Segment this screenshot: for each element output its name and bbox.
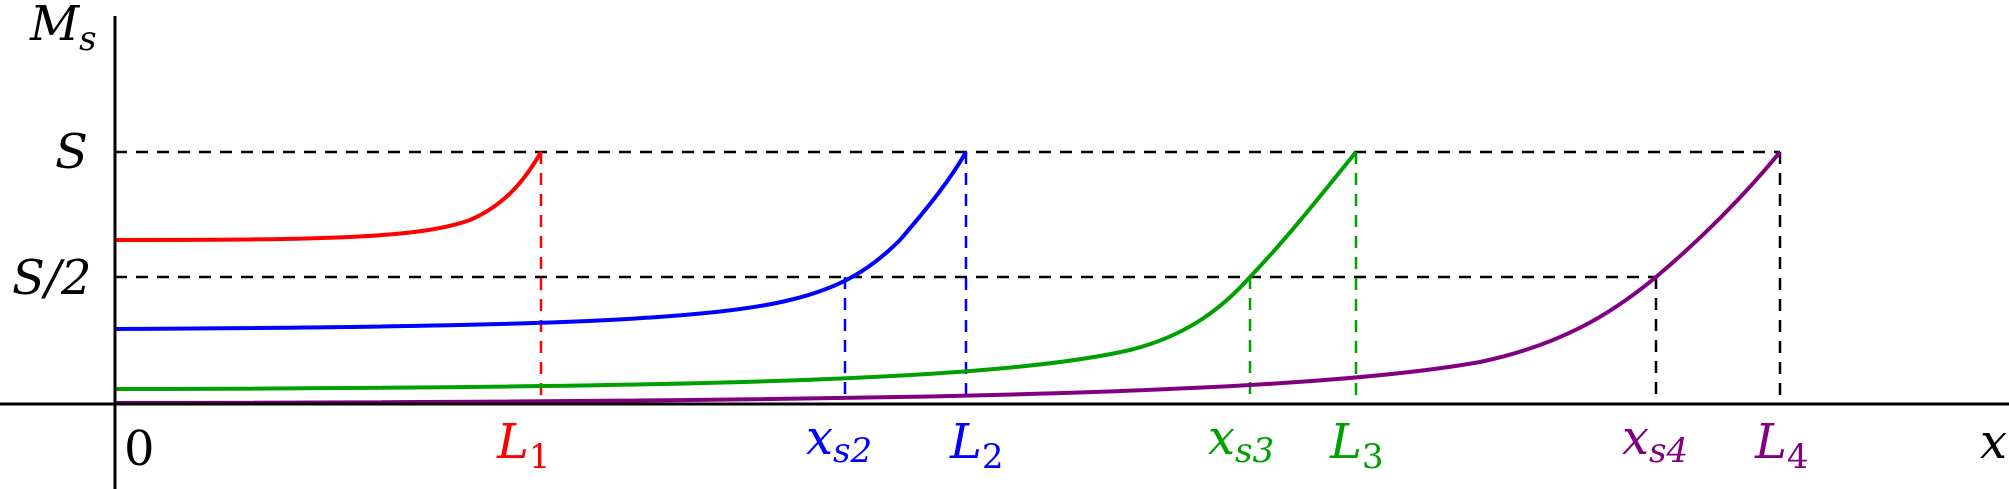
curve-blue [114, 151, 968, 331]
y-axis-label-main: M [29, 0, 81, 52]
label-xs3-sub: s3 [1235, 431, 1274, 471]
label-l1-main: L [496, 414, 529, 470]
label-l2-main: L [949, 414, 982, 470]
label-l4: L4 [1754, 414, 1809, 477]
curve-green [114, 150, 1358, 391]
label-l3-main: L [1329, 414, 1362, 470]
label-xs2-main: x [806, 410, 833, 466]
origin-label: 0 [124, 421, 155, 477]
label-l3-sub: 3 [1362, 437, 1384, 477]
level-label-s-half: S/2 [12, 250, 92, 306]
label-l4-sub: 4 [1787, 437, 1809, 477]
label-xs3: xs3 [1208, 410, 1274, 471]
label-xs4-sub: s4 [1649, 431, 1688, 471]
label-xs4: xs4 [1622, 410, 1688, 471]
label-l4-main: L [1754, 414, 1787, 470]
label-l3: L3 [1329, 414, 1384, 477]
y-axis-label-sub: s [79, 19, 96, 59]
curve-red [114, 151, 543, 242]
labels: Ms S S/2 0 x L1 xs2 L2 xs3 L3 xs4 L4 [12, 0, 2007, 477]
axes [0, 16, 2009, 489]
label-l1-sub: 1 [529, 437, 551, 477]
level-label-s: S [55, 124, 88, 180]
label-xs2: xs2 [806, 410, 872, 471]
x-axis-label: x [1980, 414, 2007, 470]
y-axis-label: Ms [29, 0, 97, 59]
label-l2-sub: 2 [982, 437, 1004, 477]
label-xs4-main: x [1622, 410, 1649, 466]
label-xs2-sub: s2 [833, 431, 872, 471]
label-l1: L1 [496, 414, 551, 477]
colored-drop-lines [539, 152, 1358, 404]
curves [114, 150, 1782, 405]
label-xs3-main: x [1208, 410, 1235, 466]
curve-purple [114, 150, 1782, 405]
guide-lines [115, 150, 1782, 404]
label-l2: L2 [949, 414, 1004, 477]
